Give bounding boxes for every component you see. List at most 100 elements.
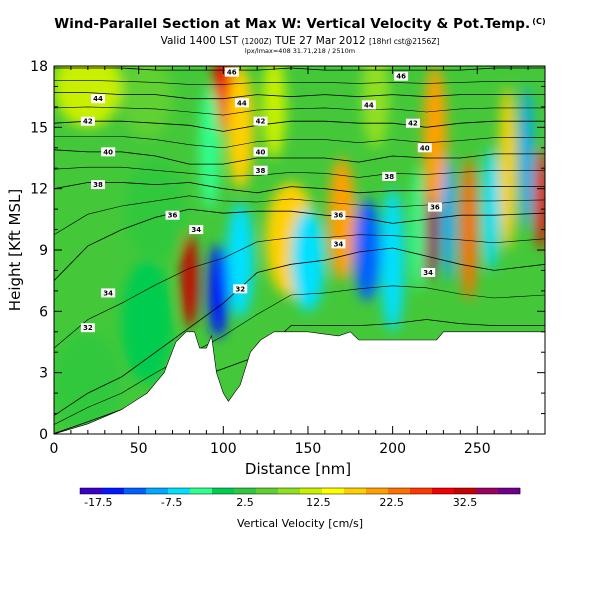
- colorbar-swatch: [278, 488, 301, 494]
- colorbar-swatch: [212, 488, 235, 494]
- contour-label: 34: [331, 239, 346, 249]
- colorbar: -17.5 -7.5 2.5 12.5 22.5 32.5: [79, 487, 521, 509]
- colorbar-swatch: [146, 488, 169, 494]
- contour-label-text: 40: [420, 144, 430, 152]
- colorbar-swatch: [454, 488, 477, 494]
- velocity-cell: [121, 66, 173, 138]
- contour-label-text: 44: [93, 95, 103, 103]
- colorbar-swatch: [168, 488, 191, 494]
- velocity-cell: [199, 86, 220, 210]
- theta-contour-34: [54, 247, 545, 416]
- colorbar-swatch: [476, 488, 499, 494]
- x-tick-label: 100: [210, 441, 237, 457]
- velocity-cell: [499, 86, 517, 250]
- colorbar-swatch: [366, 488, 389, 494]
- colorbar-swatch: [190, 488, 213, 494]
- contour-label-text: 32: [235, 285, 245, 293]
- velocity-cell: [534, 147, 545, 250]
- velocity-cell: [180, 233, 198, 328]
- contour-label-text: 42: [83, 118, 93, 126]
- contour-label-text: 40: [103, 148, 113, 156]
- contour-label: 40: [253, 147, 268, 157]
- y-tick-label: 6: [39, 304, 48, 320]
- colorbar-swatch: [300, 488, 323, 494]
- contour-label-text: 42: [408, 120, 418, 128]
- contour-label: 42: [405, 118, 420, 128]
- colorbar-swatch: [432, 488, 455, 494]
- contour-label: 38: [382, 171, 397, 181]
- contour-label: 46: [394, 71, 409, 81]
- colorbar-swatch: [234, 488, 257, 494]
- theta-contour-44: [54, 92, 545, 100]
- contour-label-text: 44: [364, 101, 374, 109]
- y-tick-label: 9: [39, 243, 48, 259]
- contour-label: 38: [91, 180, 106, 190]
- y-tick-label: 3: [39, 366, 48, 382]
- colorbar-swatch: [124, 488, 147, 494]
- x-tick-label: 50: [130, 441, 148, 457]
- colorbar-swatch: [256, 488, 279, 494]
- contour-label: 36: [165, 210, 180, 220]
- contour-label-text: 46: [396, 73, 406, 81]
- contour-label: 36: [331, 210, 346, 220]
- theta-contour-minor: [54, 106, 545, 116]
- contour-label-text: 42: [256, 118, 266, 126]
- contour-label-text: 36: [334, 212, 344, 220]
- contour-label-text: 36: [430, 204, 440, 212]
- velocity-cell: [291, 209, 325, 312]
- chart-title: Wind-Parallel Section at Max W: Vertical…: [54, 16, 546, 32]
- colorbar-swatch: [498, 488, 521, 494]
- contour-label-text: 34: [191, 226, 201, 234]
- contour-label: 44: [361, 100, 376, 110]
- chart-subtitle: lpx/lmax=408 31.71,218 / 2510m: [244, 47, 356, 55]
- colorbar-tick-label: 32.5: [453, 496, 478, 509]
- colorbar-swatch: [322, 488, 345, 494]
- contour-label-text: 38: [384, 173, 394, 181]
- contour-label: 34: [101, 288, 116, 298]
- contour-label-text: 36: [168, 212, 178, 220]
- contour-label-text: 46: [227, 69, 237, 77]
- colorbar-label: Vertical Velocity [cm/s]: [237, 517, 363, 530]
- velocity-cell: [54, 66, 122, 128]
- colorbar-swatch: [102, 488, 125, 494]
- velocity-cell: [226, 202, 254, 318]
- y-tick-label: 18: [30, 59, 48, 75]
- contour-label: 34: [421, 267, 436, 277]
- contour-label: 32: [80, 323, 95, 333]
- velocity-cell: [54, 331, 122, 434]
- velocity-cell: [519, 86, 534, 230]
- velocity-cell: [460, 158, 478, 302]
- colorbar-tick-label: -17.5: [84, 496, 112, 509]
- velocity-cell: [226, 66, 254, 189]
- contour-label-text: 40: [256, 148, 266, 156]
- contour-label-text: 38: [93, 181, 103, 189]
- contour-label: 44: [91, 94, 106, 104]
- colorbar-tick-label: 12.5: [306, 496, 331, 509]
- contour-label: 40: [417, 143, 432, 153]
- x-tick-label: 250: [464, 441, 491, 457]
- contour-label: 38: [253, 165, 268, 175]
- contour-label: 42: [253, 116, 268, 126]
- y-tick-label: 12: [30, 182, 48, 198]
- theta-contour-42: [54, 120, 545, 132]
- velocity-field: 44 46 46 44 44 42 42 42 40 40 40 38 38 38 36 36 36 34 34 34…: [54, 66, 545, 434]
- contour-label: 40: [101, 147, 116, 157]
- velocity-cell: [353, 198, 381, 302]
- theta-contour-minor: [54, 136, 545, 149]
- velocity-cell: [362, 66, 390, 148]
- terrain-mask: [54, 331, 545, 434]
- theta-contour-36: [54, 208, 545, 281]
- y-tick-label: 15: [30, 120, 48, 136]
- contour-label-text: 32: [83, 324, 93, 332]
- theta-contour-40: [54, 149, 545, 165]
- theta-contour-minor: [54, 234, 545, 349]
- theta-contour-38: [54, 182, 545, 194]
- theta-contour-minor: [54, 80, 545, 85]
- colorbar-swatch: [80, 488, 103, 494]
- colorbar-tick-label: 2.5: [236, 496, 254, 509]
- contour-label: 34: [189, 225, 204, 235]
- colorbar-tick-label: -7.5: [161, 496, 182, 509]
- velocity-cell: [125, 158, 187, 261]
- x-axis-label: Distance [nm]: [245, 460, 351, 478]
